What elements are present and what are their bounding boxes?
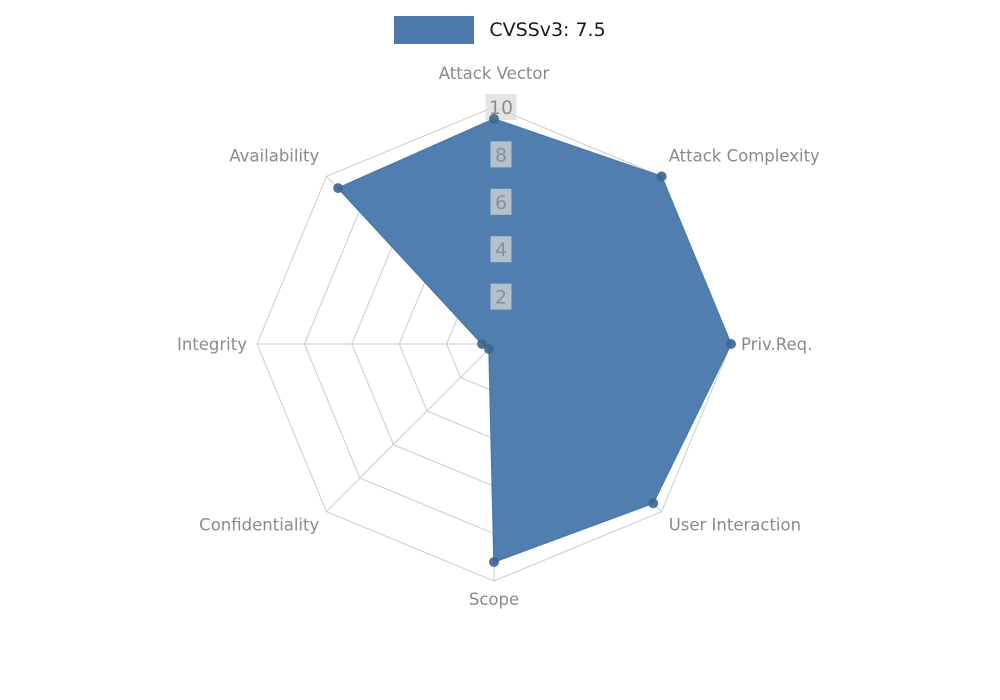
axis-label: Integrity (177, 335, 247, 354)
radial-tick-label: 2 (495, 287, 507, 309)
radial-tick-label: 10 (489, 97, 513, 119)
axis-label: Scope (469, 590, 519, 609)
radar-series-area (336, 118, 732, 564)
data-point-marker (656, 171, 667, 182)
axis-label: Priv.Req. (741, 335, 812, 354)
axis-label: User Interaction (669, 516, 801, 535)
axis-label: Attack Vector (439, 64, 550, 83)
data-point-marker (333, 183, 344, 194)
radial-tick-label: 8 (495, 144, 507, 166)
data-point-marker (484, 344, 494, 354)
tick-label-box (490, 141, 512, 168)
radial-tick-label: 6 (495, 192, 507, 214)
tick-label-box (490, 188, 512, 215)
axis-label: Attack Complexity (669, 146, 820, 165)
data-point-marker (726, 339, 736, 349)
data-point-marker (489, 113, 499, 124)
data-point-marker (648, 498, 659, 509)
axis-label: Availability (229, 146, 319, 165)
radial-tick-label: 4 (495, 239, 507, 261)
data-point-marker (477, 339, 488, 349)
tick-label-box (490, 283, 512, 310)
data-point-marker (489, 557, 499, 567)
grid-spoke (326, 343, 495, 512)
axis-label: Confidentiality (199, 516, 319, 535)
tick-label-box (490, 236, 512, 263)
